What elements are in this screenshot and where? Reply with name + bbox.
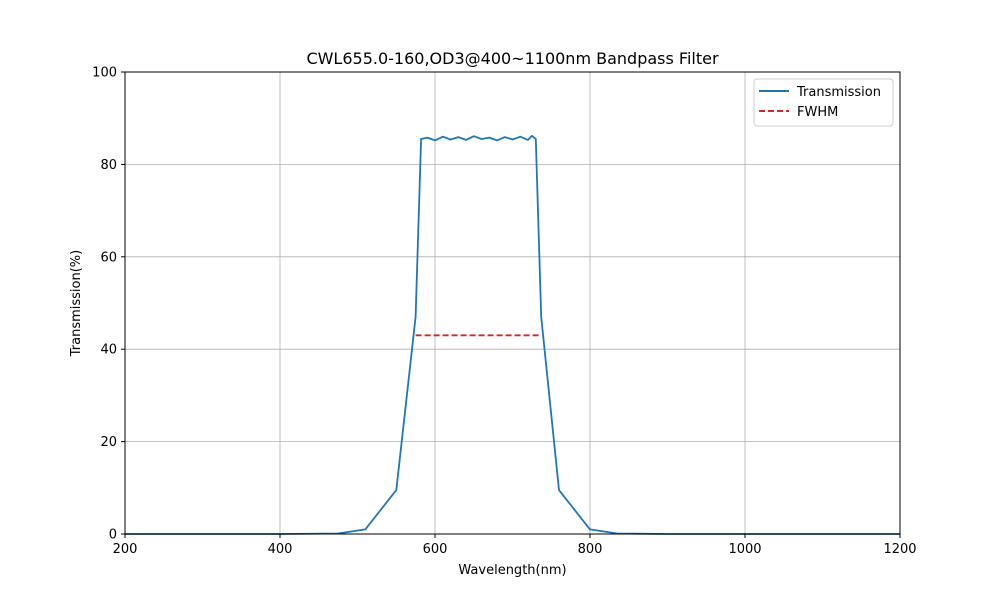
x-axis-label: Wavelength(nm) xyxy=(458,563,566,578)
y-tick-label: 60 xyxy=(100,250,117,265)
x-tick-label: 600 xyxy=(423,542,448,557)
x-tick-label: 1200 xyxy=(883,542,916,557)
legend: Transmission FWHM xyxy=(753,78,894,127)
y-axis-label: Transmission(%) xyxy=(69,250,84,357)
plot-background xyxy=(125,72,900,534)
y-tick-label: 40 xyxy=(100,343,117,358)
x-tick-label: 1000 xyxy=(728,542,761,557)
plot-frame xyxy=(124,71,901,535)
y-tick-label: 20 xyxy=(100,435,117,450)
y-tick-label: 80 xyxy=(100,158,117,173)
chart-title: CWL655.0-160,OD3@400~1100nm Bandpass Fil… xyxy=(306,49,719,68)
x-tick-label: 400 xyxy=(268,542,293,557)
axis-ticks: 200 400 600 800 1000 1200 0 20 40 60 80 100 xyxy=(92,66,916,558)
series-layer xyxy=(125,134,900,535)
legend-label-transmission: Transmission xyxy=(796,85,881,100)
legend-label-fwhm: FWHM xyxy=(797,105,838,120)
x-tick-label: 200 xyxy=(113,542,138,557)
y-tick-label: 100 xyxy=(92,66,117,81)
series-line-transmission xyxy=(125,134,900,535)
x-tick-label: 800 xyxy=(578,542,603,557)
y-tick-label: 0 xyxy=(109,528,117,543)
